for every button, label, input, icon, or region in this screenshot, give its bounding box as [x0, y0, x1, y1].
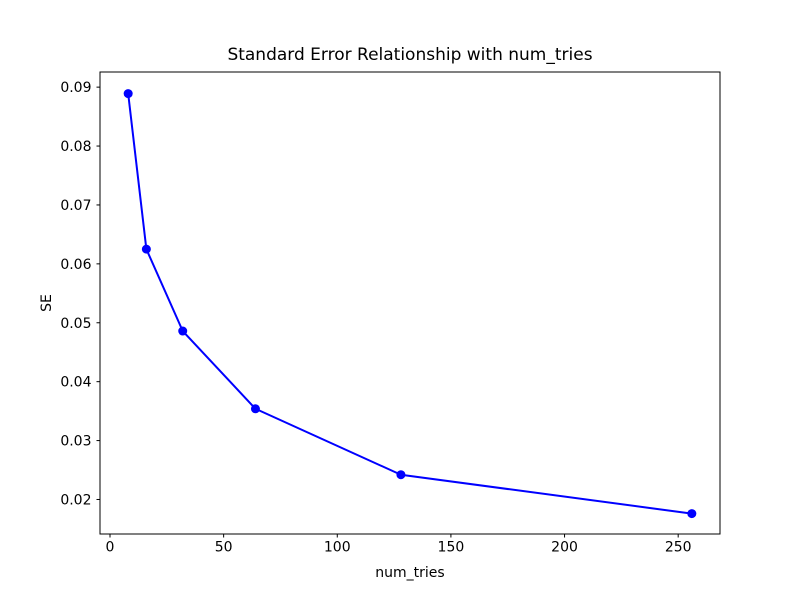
data-point-marker — [178, 326, 188, 336]
chart-title: Standard Error Relationship with num_tri… — [227, 45, 593, 65]
x-tick-label: 250 — [665, 540, 692, 556]
data-point-marker — [687, 509, 697, 519]
y-tick-label: 0.08 — [60, 139, 91, 155]
x-tick-label: 150 — [438, 540, 465, 556]
x-tick-label: 200 — [551, 540, 578, 556]
y-tick-label: 0.06 — [60, 257, 91, 273]
axes-background — [100, 72, 720, 534]
y-tick-label: 0.02 — [60, 492, 91, 508]
data-point-marker — [123, 89, 133, 99]
y-axis-label-text: SE — [39, 294, 55, 312]
y-tick-label: 0.07 — [60, 198, 91, 214]
axes-frame — [99, 71, 721, 535]
x-tick-label: 0 — [106, 540, 115, 556]
x-tick-label: 100 — [324, 540, 351, 556]
y-tick-label: 0.09 — [60, 80, 91, 96]
data-point-marker — [141, 244, 151, 254]
se-line — [127, 92, 693, 515]
x-tick-label: 50 — [215, 540, 233, 556]
y-tick-label: 0.03 — [60, 434, 91, 450]
y-tick-label: 0.05 — [60, 316, 91, 332]
x-axis-label: num_tries — [375, 565, 445, 581]
y-tick-label: 0.04 — [60, 375, 91, 391]
data-point-marker — [250, 404, 260, 414]
data-point-marker — [396, 470, 406, 480]
